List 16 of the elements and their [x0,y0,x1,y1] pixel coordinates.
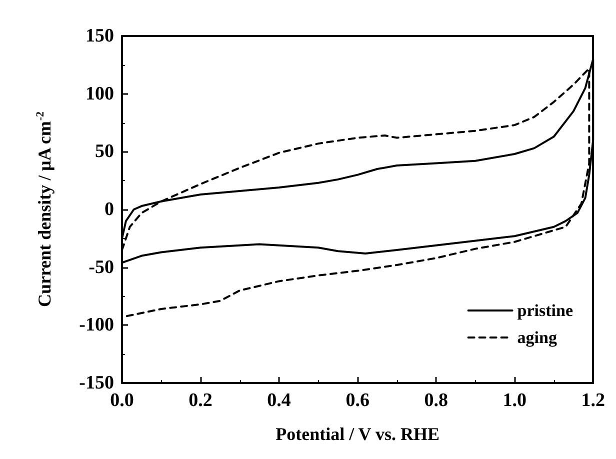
x-tick-label: 0.4 [267,390,292,411]
x-tick-label: 0.2 [188,390,212,411]
y-tick-label: -100 [79,314,114,336]
x-tick-label: 1.2 [581,390,605,411]
x-tick-label: 0.8 [424,390,448,411]
legend-label: aging [517,328,558,347]
x-tick-label: 1.0 [502,390,526,411]
x-axis-title: Potential / V vs. RHE [276,424,440,444]
legend-label: pristine [517,301,574,320]
y-tick-label: 100 [86,83,114,104]
y-tick-label: -50 [88,256,114,278]
x-tick-label: 0.6 [346,390,370,411]
y-tick-label: 0 [104,199,114,220]
y-axis-title: Current density / μA cm-2 [34,110,54,308]
y-tick-label: 150 [86,26,114,46]
y-tick-label: 50 [95,141,114,162]
